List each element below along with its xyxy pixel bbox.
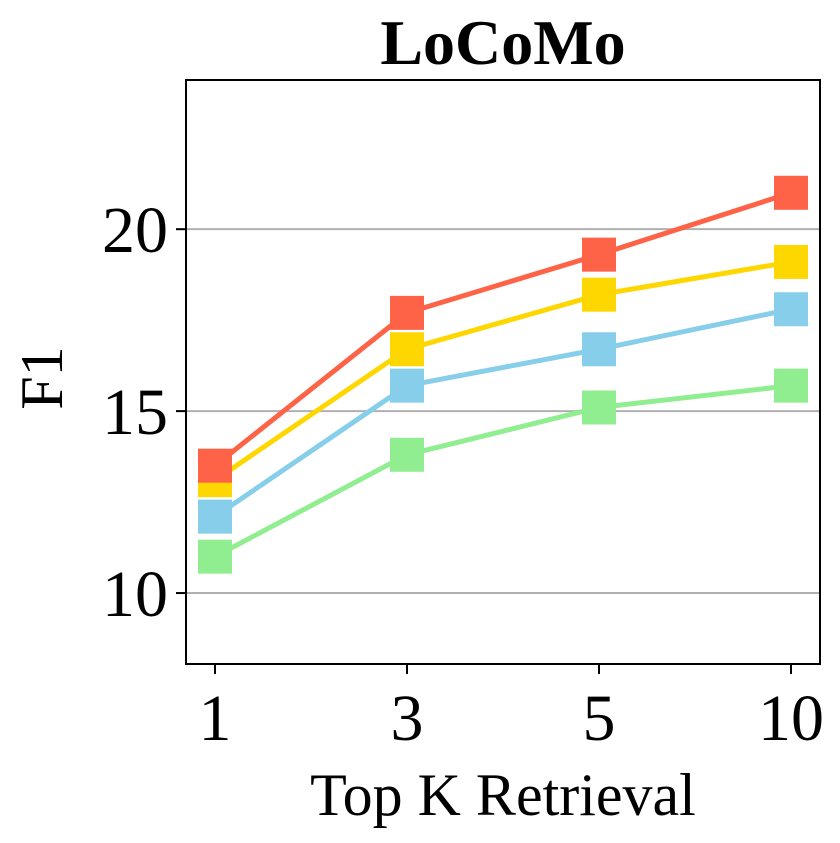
chart-title: LoCoMo: [380, 7, 625, 78]
data-point-marker: [582, 277, 616, 312]
series-line: [213, 306, 792, 519]
gridlines: [186, 228, 820, 595]
series-3: [198, 292, 808, 534]
tick-labels: 10 15 20 1 3 5 10: [102, 194, 824, 755]
y-tick-label: 10: [102, 558, 168, 631]
data-point-marker: [390, 437, 424, 472]
tick-marks: [176, 228, 792, 674]
data-point-marker: [774, 368, 808, 403]
data-point-marker: [390, 368, 424, 403]
series-line: [213, 190, 792, 468]
data-point-marker: [582, 332, 616, 367]
data-point-marker: [198, 539, 232, 574]
series-1: [198, 175, 808, 483]
series-4: [198, 368, 808, 574]
x-tick-label: 10: [758, 682, 824, 755]
y-tick-label: 20: [102, 194, 168, 267]
data-point-marker: [390, 295, 424, 330]
data-point-marker: [390, 332, 424, 367]
data-point-marker: [198, 448, 232, 483]
plot-frame: [185, 79, 821, 665]
x-axis-label: Top K Retrieval: [310, 762, 696, 828]
series-layer: [198, 175, 808, 574]
data-point-marker: [774, 244, 808, 279]
data-point-marker: [198, 499, 232, 534]
x-tick-label: 3: [391, 682, 424, 755]
data-point-marker: [774, 175, 808, 210]
y-tick-label: 15: [102, 376, 168, 449]
data-point-marker: [774, 292, 808, 327]
x-tick-label: 1: [199, 682, 232, 755]
data-point-marker: [582, 390, 616, 425]
data-point-marker: [582, 237, 616, 272]
y-axis-label: F1: [9, 346, 75, 409]
series-line: [213, 259, 792, 483]
x-tick-label: 5: [583, 682, 616, 755]
series-line: [213, 383, 792, 559]
